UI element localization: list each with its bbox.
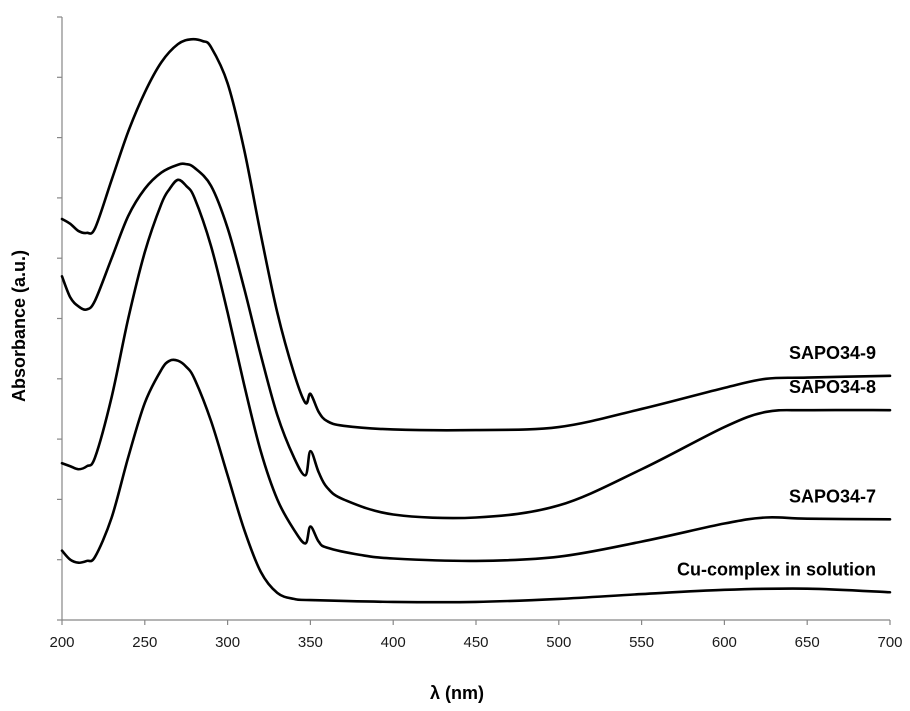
series-line-3 — [60, 178, 892, 563]
y-axis-ticks — [57, 16, 62, 621]
x-tick-label: 650 — [795, 634, 820, 651]
series-labels: SAPO34-9 SAPO34-8 SAPO34-7 Cu-complex in so… — [677, 343, 876, 579]
x-tick-label: 700 — [877, 634, 902, 651]
x-axis-ticks: 200 250 300 350 400 450 500 550 600 650 700 — [49, 620, 903, 651]
series-label: Cu-complex in solution — [677, 559, 876, 579]
x-tick-label: 500 — [546, 634, 571, 651]
series-line-2 — [60, 162, 892, 520]
series-line-4 — [60, 358, 892, 604]
series-line-1 — [60, 37, 892, 432]
x-tick-label: 450 — [463, 634, 488, 651]
series-lines — [60, 37, 892, 604]
y-axis-title: Absorbance (a.u.) — [9, 250, 29, 402]
x-axis-title: λ (nm) — [430, 683, 484, 703]
x-tick-label: 350 — [298, 634, 323, 651]
x-tick-label: 550 — [629, 634, 654, 651]
plot-area: 200 250 300 350 400 450 500 550 600 650 700 SAPO34… — [49, 16, 903, 651]
x-tick-label: 400 — [381, 634, 406, 651]
series-label: SAPO34-7 — [789, 486, 876, 506]
series-label: SAPO34-9 — [789, 343, 876, 363]
x-tick-label: 300 — [215, 634, 240, 651]
series-label: SAPO34-8 — [789, 377, 876, 397]
x-tick-label: 250 — [132, 634, 157, 651]
x-tick-label: 600 — [712, 634, 737, 651]
x-tick-label: 200 — [49, 634, 74, 651]
